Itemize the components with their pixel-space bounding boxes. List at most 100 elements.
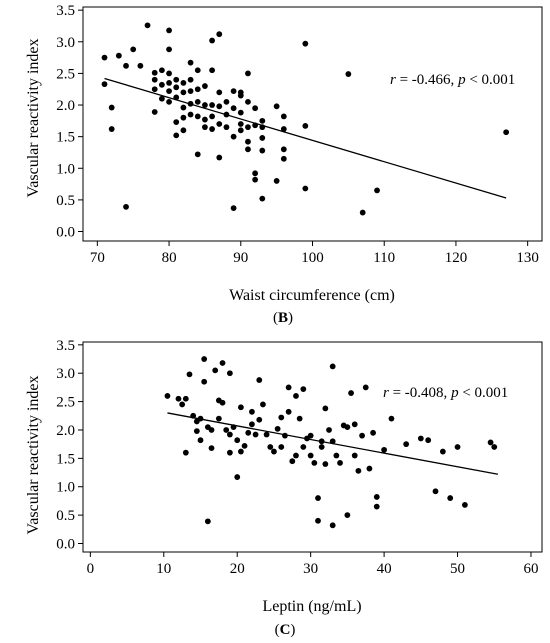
x-tick-label: 130 (516, 250, 539, 266)
panel-label-letter: B (278, 310, 288, 326)
data-point (252, 431, 259, 438)
data-point (311, 459, 318, 466)
data-point (216, 89, 223, 96)
panel-label-close: ) (288, 310, 293, 326)
data-point (187, 88, 194, 95)
data-point (337, 459, 343, 466)
data-point (115, 52, 122, 59)
p-value-text: < 0.001 (466, 72, 516, 88)
data-point (180, 127, 187, 134)
data-point (359, 432, 365, 439)
data-point (209, 126, 215, 132)
data-point (273, 178, 280, 184)
data-point (194, 86, 201, 93)
x-tick-label: 30 (303, 561, 318, 577)
data-point (366, 465, 373, 472)
r-value-text: = -0.466, (396, 72, 458, 88)
data-point (237, 448, 244, 455)
data-point (252, 105, 259, 112)
data-point (278, 444, 285, 450)
data-point (280, 113, 287, 120)
x-tick-label: 90 (233, 250, 248, 266)
panel-label-open: ( (273, 310, 278, 326)
data-point (209, 67, 215, 74)
data-point (359, 209, 366, 216)
panel-label: (C) (275, 622, 296, 638)
r-symbol: r (383, 385, 389, 401)
data-point (280, 126, 287, 132)
data-point (362, 384, 369, 391)
y-tick-label: 3.5 (56, 338, 75, 354)
data-point (373, 494, 380, 500)
data-point (202, 83, 208, 89)
data-point (204, 518, 211, 525)
data-point (151, 76, 158, 83)
data-point (219, 399, 226, 406)
x-tick-label: 110 (373, 250, 395, 266)
data-point (241, 442, 248, 449)
correlation-annotation: r = -0.466, p < 0.001 (390, 72, 515, 88)
data-point (166, 88, 172, 95)
data-point (373, 503, 380, 510)
data-point (234, 474, 241, 480)
plot-frame (82, 6, 543, 242)
data-point (280, 155, 287, 162)
data-point (252, 170, 259, 177)
data-point (216, 154, 223, 161)
data-point (280, 146, 287, 153)
p-value-text: < 0.001 (459, 385, 509, 401)
y-tick-label: 3.0 (56, 35, 75, 51)
data-point (344, 512, 351, 519)
x-axis-label: Waist circumference (cm) (229, 287, 395, 304)
data-point (158, 95, 165, 102)
data-point (108, 126, 115, 132)
x-tick-label: 40 (377, 561, 392, 577)
x-tick-label: 80 (162, 250, 177, 266)
y-tick-label: 2.5 (56, 395, 75, 411)
y-tick-label: 0.0 (56, 225, 75, 241)
data-point (187, 111, 194, 118)
data-point (209, 37, 215, 44)
regression-line (104, 77, 507, 199)
data-point (425, 437, 432, 444)
data-point (487, 439, 494, 446)
data-point (503, 129, 510, 136)
data-point (348, 390, 354, 396)
data-point (381, 446, 388, 453)
data-point (226, 449, 233, 456)
data-point (208, 445, 215, 452)
data-point (249, 408, 255, 415)
data-point (202, 116, 208, 123)
data-point (252, 176, 259, 183)
data-point (194, 113, 201, 120)
y-tick-label: 1.0 (56, 480, 75, 496)
p-symbol: p (457, 72, 466, 88)
data-point (208, 427, 215, 433)
data-point (216, 103, 223, 110)
data-point (123, 62, 129, 69)
data-point (219, 360, 226, 366)
data-point (201, 356, 208, 362)
data-point (333, 452, 340, 459)
data-point (230, 133, 237, 140)
x-tick-label: 120 (445, 250, 468, 266)
y-tick-label: 2.0 (56, 423, 75, 439)
x-tick-label: 50 (450, 561, 465, 577)
correlation-annotation: r = -0.408, p < 0.001 (383, 385, 508, 401)
data-point (263, 431, 270, 438)
y-tick-label: 2.5 (56, 66, 75, 82)
data-point (173, 119, 180, 126)
data-point (388, 415, 395, 422)
data-point (403, 441, 410, 448)
data-point (186, 371, 193, 378)
data-point (166, 70, 172, 77)
data-point (285, 408, 292, 415)
data-point (259, 135, 266, 141)
data-point (197, 437, 204, 444)
data-point (245, 70, 251, 77)
y-tick-label: 0.5 (56, 508, 75, 524)
data-point (223, 427, 230, 433)
data-point (179, 401, 186, 408)
data-point (302, 40, 309, 47)
